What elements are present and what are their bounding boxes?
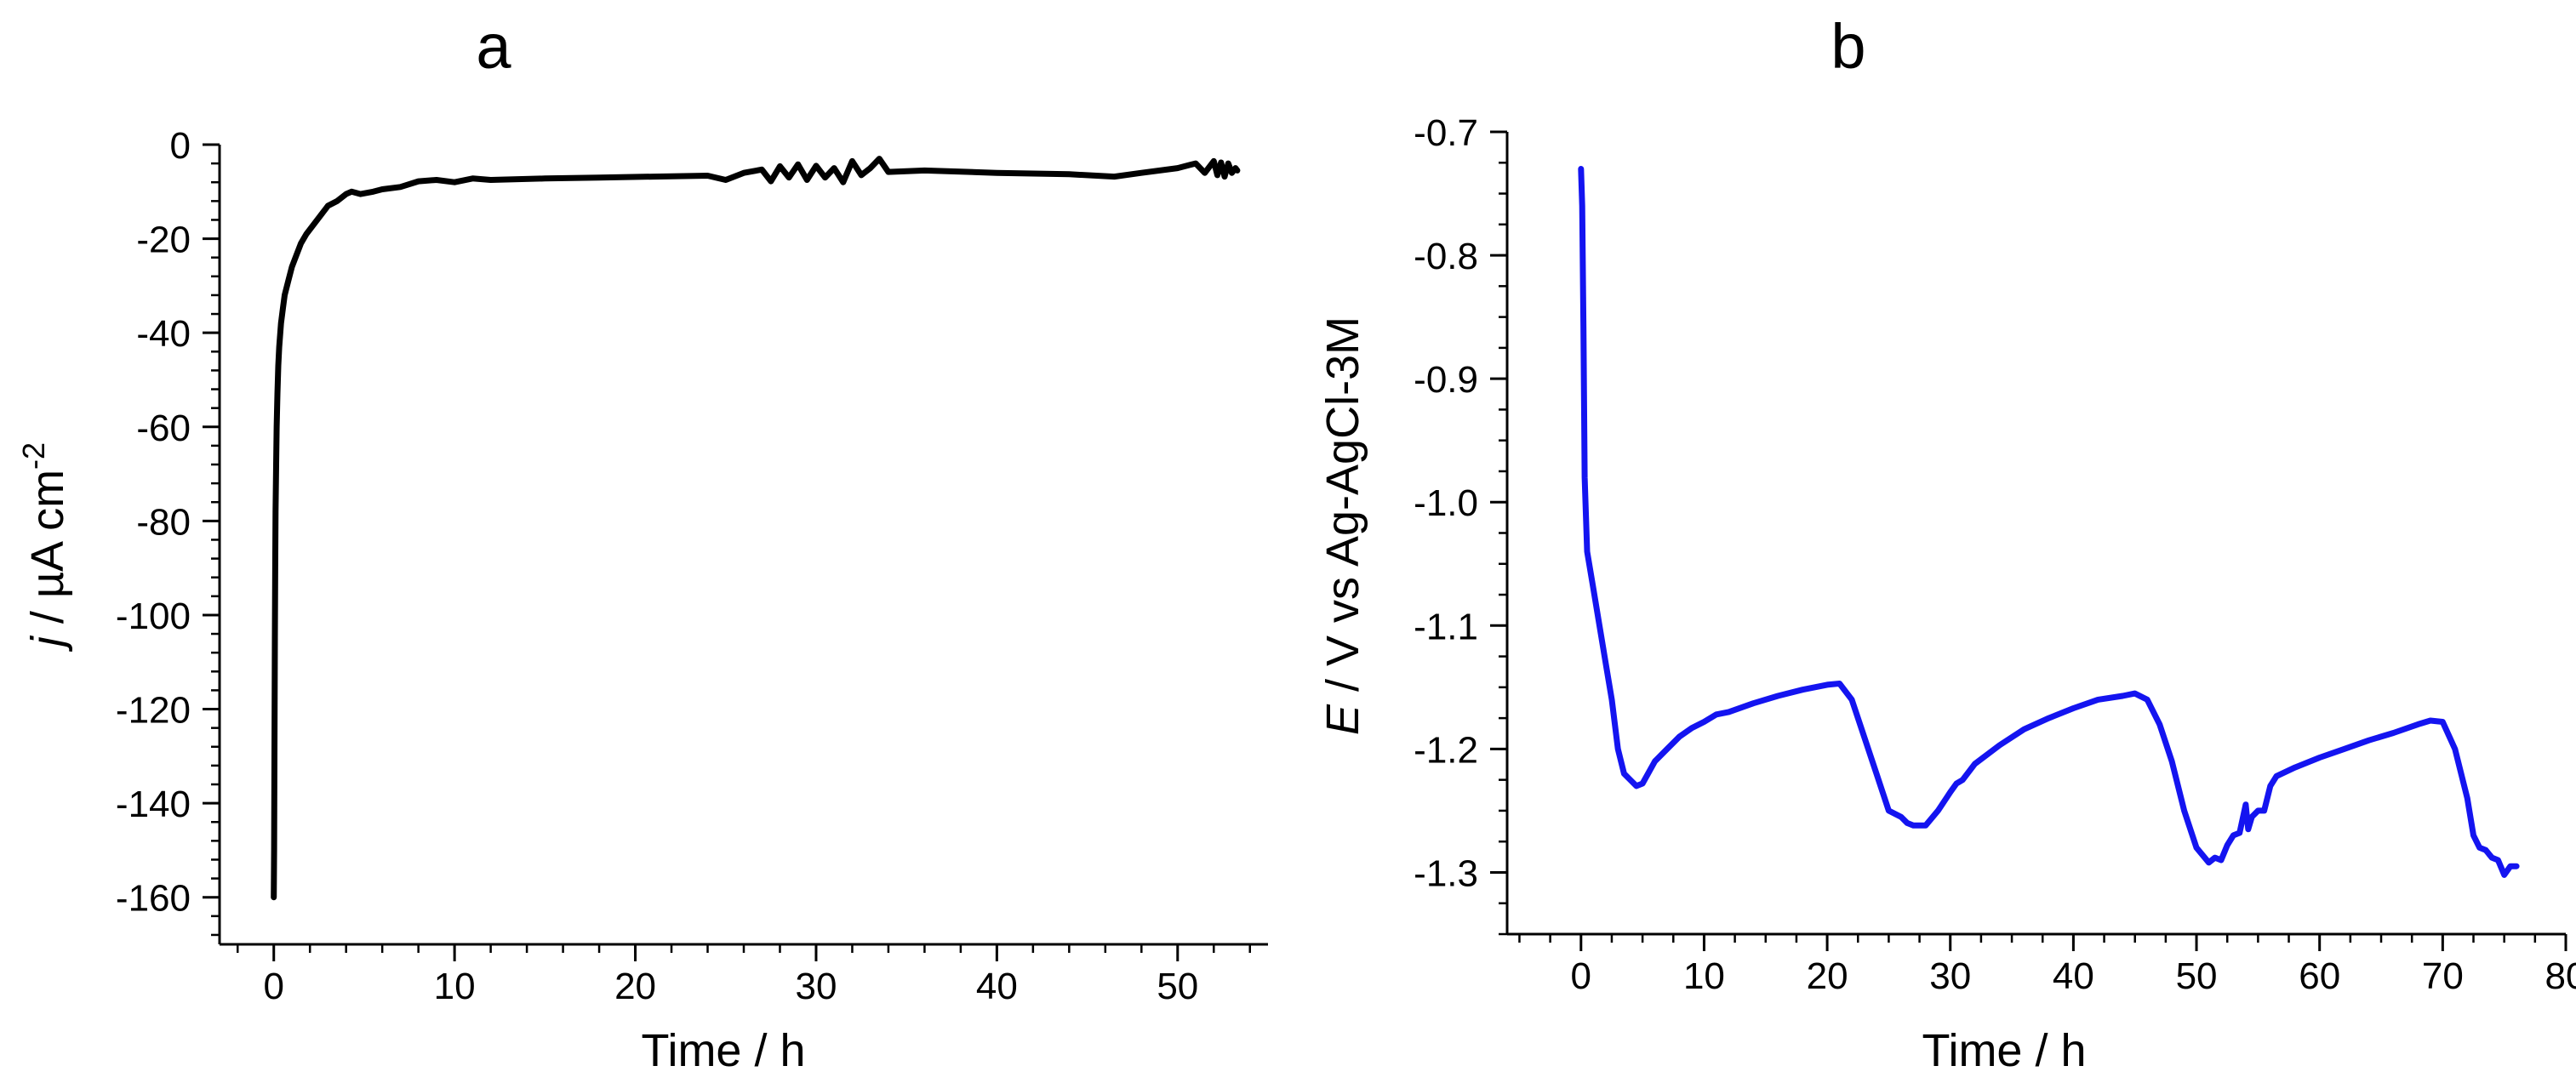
panel-b-y-tick-label: -1.0 (1414, 482, 1478, 524)
panel-a-y-tick-label: -120 (116, 690, 191, 732)
panel-a-y-tick-label: -20 (136, 219, 191, 261)
panel-b-x-tick-label: 20 (1807, 955, 1848, 997)
panel-b-y-tick-label: -1.1 (1414, 606, 1478, 647)
panel-b: b 0 10 20 30 40 50 60 70 80 -0.7 -0.8 -0.9 -1.0 -1.1 -… (1317, 11, 2576, 1076)
panel-a-x-tick-label: 30 (795, 966, 837, 1007)
panel-b-label: b (1831, 11, 1865, 82)
panel-b-ticks: 0 10 20 30 40 50 60 70 80 -0.7 -0.8 -0.9 -1.0 -1.1 -1.… (1414, 112, 2576, 997)
panel-b-y-tick-label: -0.7 (1414, 112, 1478, 154)
panel-b-x-tick-label: 50 (2176, 955, 2218, 997)
panel-b-y-axis-title-unit: / V vs Ag-AgCl-3M (1317, 316, 1368, 704)
panel-b-x-tick-label: 0 (1571, 955, 1591, 997)
panel-b-series-line (1578, 166, 2520, 878)
panel-a-y-tick-label: -160 (116, 878, 191, 920)
panel-a-y-axis-title-unit: / µA cm (22, 470, 73, 636)
panel-a-x-axis-title: Time / h (641, 1025, 805, 1076)
panel-a-y-axis-title-symbol: j (22, 635, 73, 653)
panel-b-x-axis-title: Time / h (1922, 1025, 2086, 1076)
panel-b-y-axis-title-symbol: E (1317, 704, 1368, 735)
panel-b-x-tick-label: 80 (2545, 955, 2576, 997)
panel-a-y-tick-label: -40 (136, 313, 191, 355)
panel-a-y-tick-label: -140 (116, 784, 191, 825)
panel-a-y-tick-label: -80 (136, 501, 191, 543)
panel-a-y-axis-title: j / µA cm-2 (16, 442, 73, 653)
panel-b-y-axis-title: E / V vs Ag-AgCl-3M (1317, 316, 1368, 735)
panel-b-y-tick-label: -1.2 (1414, 729, 1478, 771)
panel-a-x-tick-label: 20 (614, 966, 656, 1007)
panel-a: a 0 10 20 30 40 50 0 -20 -40 -60 -80 -100 -120 -140 -1… (16, 11, 1268, 1076)
panel-a-y-tick-label: 0 (170, 125, 191, 167)
panel-a-ticks: 0 10 20 30 40 50 0 -20 -40 -60 -80 -100 -120 -140 -160 (116, 125, 1252, 1007)
panel-b-y-tick-label: -1.3 (1414, 852, 1478, 894)
panel-b-y-tick-label: -0.8 (1414, 236, 1478, 277)
panel-a-y-tick-label: -100 (116, 596, 191, 637)
panel-a-x-tick-label: 50 (1157, 966, 1198, 1007)
panel-a-series-line (271, 156, 1241, 901)
panel-a-label: a (476, 11, 511, 82)
panel-b-x-tick-label: 70 (2422, 955, 2464, 997)
panel-a-x-tick-label: 40 (976, 966, 1018, 1007)
panel-a-x-tick-label: 0 (263, 966, 283, 1007)
panel-b-x-tick-label: 60 (2299, 955, 2340, 997)
panel-b-y-tick-label: -0.9 (1414, 359, 1478, 401)
panel-b-x-tick-label: 40 (2053, 955, 2094, 997)
panel-a-y-tick-label: -60 (136, 408, 191, 449)
panel-b-x-tick-label: 30 (1929, 955, 1971, 997)
panel-a-x-tick-label: 10 (434, 966, 476, 1007)
panel-a-y-axis-title-exponent: -2 (16, 442, 51, 470)
panel-b-x-tick-label: 10 (1683, 955, 1725, 997)
